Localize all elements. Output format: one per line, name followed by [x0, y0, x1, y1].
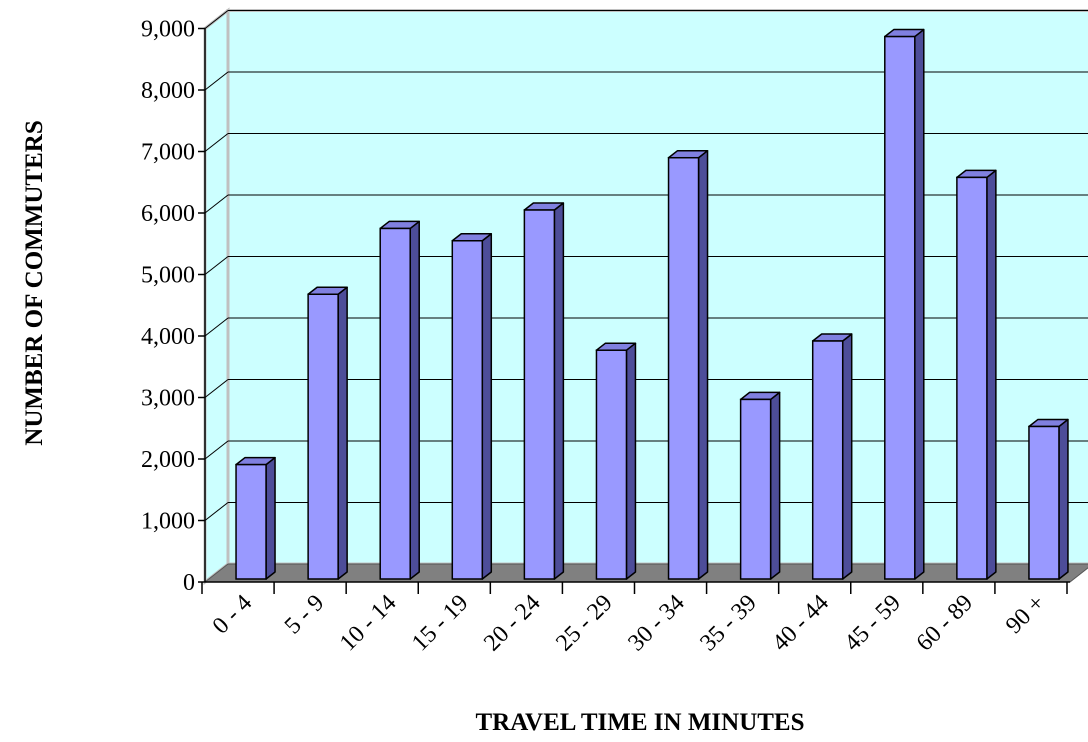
- bar-front: [1028, 425, 1060, 580]
- bar: [811, 333, 853, 580]
- x-tick-label: 20 - 24: [479, 590, 545, 656]
- bar-front: [667, 156, 700, 580]
- y-tick-label: 2,000: [141, 447, 195, 473]
- axes: [198, 27, 1070, 594]
- bar: [379, 220, 420, 580]
- y-tick-label: 1,000: [141, 509, 195, 535]
- y-tick-label: 7,000: [141, 140, 195, 166]
- side-wall: [203, 7, 230, 586]
- gridline-side: [204, 317, 229, 337]
- bar-side: [769, 391, 781, 580]
- bar: [595, 342, 637, 580]
- bar-front: [739, 398, 772, 580]
- bar-front: [811, 340, 844, 580]
- bar-front: [595, 349, 628, 580]
- bar-side: [986, 169, 997, 580]
- bar-side: [553, 202, 565, 580]
- gridline-side: [204, 133, 229, 152]
- x-tick-label: 90 +: [1001, 590, 1050, 639]
- y-axis-title: NUMBER OF COMMUTERS: [21, 120, 48, 445]
- x-tick-label: 40 - 44: [767, 590, 833, 656]
- y-tick-labels: 0 1,000 2,000 3,000 4,000 5,000 6,000 7,000 8,00…: [141, 17, 195, 597]
- bar: [523, 202, 565, 580]
- bar-side: [409, 220, 420, 580]
- bar-side: [1058, 418, 1069, 580]
- bar-front: [523, 209, 556, 580]
- gridline-side: [204, 502, 229, 521]
- gridlines: [204, 10, 1088, 521]
- y-tick-label: 9,000: [141, 17, 195, 43]
- y-tick-label: 4,000: [141, 324, 195, 350]
- y-tick-label: 8,000: [141, 78, 195, 104]
- gridline-side: [204, 440, 229, 460]
- x-tick-label: 0 - 4: [208, 590, 257, 639]
- y-tick-label: 3,000: [141, 386, 195, 412]
- bar-front: [235, 463, 267, 580]
- x-tick-label: 60 - 89: [912, 590, 978, 656]
- bars: [235, 28, 1069, 580]
- x-tick-label: 45 - 59: [840, 590, 906, 656]
- x-axis-title: TRAVEL TIME IN MINUTES: [475, 709, 804, 736]
- gridline-side: [204, 71, 229, 91]
- bar: [235, 456, 276, 580]
- bar-side: [625, 342, 637, 580]
- x-tick-label: 10 - 14: [335, 590, 401, 656]
- x-tick-label: 15 - 19: [407, 590, 473, 656]
- bar-side: [914, 28, 925, 580]
- bar-side: [481, 232, 493, 580]
- bar: [451, 232, 493, 580]
- back-wall: [226, 9, 1088, 566]
- chart-walls: [203, 7, 1088, 586]
- bar-front: [307, 293, 339, 580]
- bar: [739, 391, 781, 580]
- x-tick-label: 25 - 29: [551, 590, 617, 656]
- bar-side: [337, 286, 348, 580]
- x-tick-labels: 0 - 4 5 - 9 10 - 14 15 - 19 20 - 24 25 - 29 30…: [208, 590, 1050, 656]
- y-tick-label: 6,000: [141, 201, 195, 227]
- gridline-side: [204, 10, 229, 29]
- bar-front: [956, 176, 988, 580]
- bar: [307, 286, 348, 580]
- bar-front: [451, 240, 484, 580]
- bar: [956, 169, 997, 580]
- bar-front: [379, 227, 411, 580]
- gridline-side: [204, 194, 229, 214]
- x-tick-label: 30 - 34: [623, 590, 689, 656]
- y-tick-label: 0: [183, 570, 195, 596]
- gridline-side: [204, 379, 229, 398]
- bar-front: [884, 35, 916, 580]
- y-tick-label: 5,000: [141, 263, 195, 289]
- x-tick-label: 5 - 9: [280, 590, 329, 639]
- bar: [667, 149, 709, 580]
- gridline-side: [204, 256, 229, 275]
- bar-side: [697, 149, 709, 580]
- bar-side: [841, 333, 853, 580]
- bar: [1028, 418, 1069, 580]
- x-tick-label: 35 - 39: [695, 590, 761, 656]
- bar-side: [265, 456, 276, 580]
- bar: [884, 28, 925, 580]
